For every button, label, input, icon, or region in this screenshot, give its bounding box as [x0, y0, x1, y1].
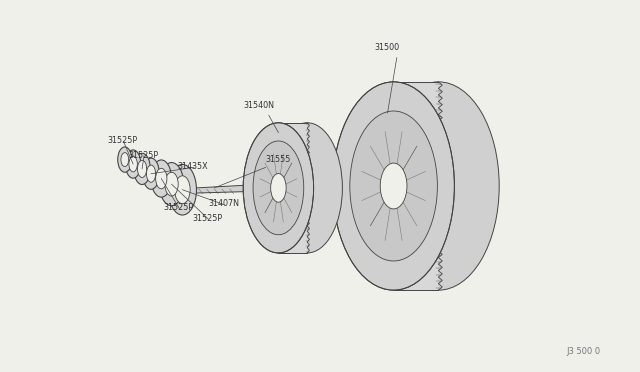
Ellipse shape — [134, 153, 150, 185]
Ellipse shape — [121, 153, 129, 167]
Polygon shape — [170, 185, 260, 194]
Ellipse shape — [118, 147, 132, 172]
Bar — [394, 82, 438, 290]
Ellipse shape — [175, 176, 190, 203]
Ellipse shape — [129, 156, 138, 172]
Ellipse shape — [168, 164, 196, 215]
Bar — [278, 123, 307, 253]
Ellipse shape — [138, 160, 147, 177]
Ellipse shape — [151, 160, 172, 197]
Ellipse shape — [167, 189, 172, 195]
Text: 31407N: 31407N — [208, 199, 239, 208]
Text: 31435X: 31435X — [178, 162, 209, 171]
Ellipse shape — [147, 165, 156, 182]
Text: 31500: 31500 — [374, 43, 399, 52]
Ellipse shape — [271, 173, 286, 202]
Text: 31525P: 31525P — [128, 151, 158, 160]
Ellipse shape — [165, 172, 178, 196]
Ellipse shape — [143, 158, 159, 189]
Text: J3 500 0: J3 500 0 — [566, 347, 600, 356]
Ellipse shape — [253, 141, 304, 235]
Ellipse shape — [125, 150, 141, 178]
Ellipse shape — [350, 111, 437, 261]
Ellipse shape — [243, 123, 314, 253]
Text: 31555: 31555 — [266, 155, 291, 164]
Ellipse shape — [156, 168, 167, 189]
Ellipse shape — [272, 123, 342, 253]
Text: 31540N: 31540N — [243, 101, 274, 110]
Ellipse shape — [333, 82, 454, 290]
Text: 31525P: 31525P — [192, 214, 222, 222]
Ellipse shape — [159, 163, 184, 206]
Ellipse shape — [380, 163, 407, 209]
Text: 31525P: 31525P — [108, 136, 138, 145]
Text: 31525P: 31525P — [163, 203, 193, 212]
Ellipse shape — [378, 82, 499, 290]
